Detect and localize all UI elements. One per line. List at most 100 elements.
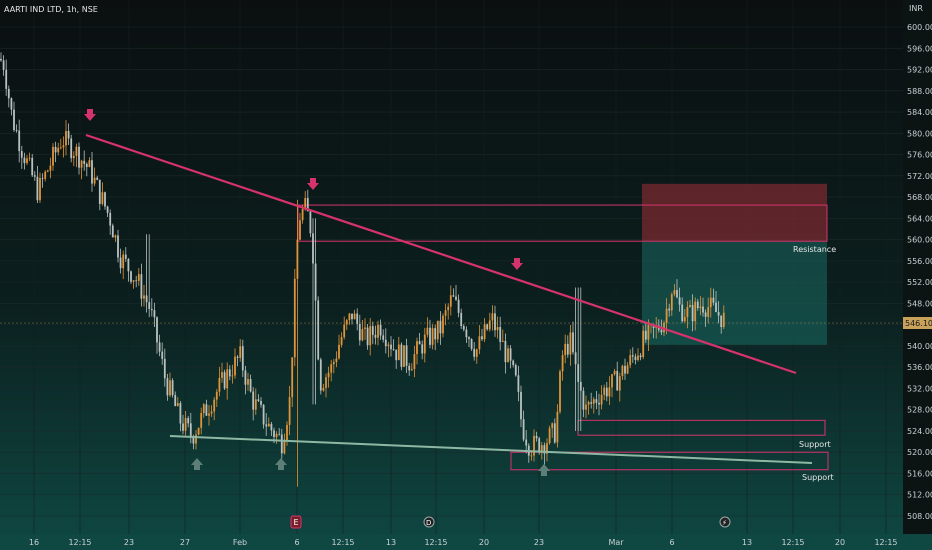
candle-body <box>312 233 314 264</box>
candle-body <box>595 399 598 403</box>
candle-body <box>364 327 366 329</box>
time-axis[interactable] <box>0 534 932 550</box>
candle-body <box>564 343 567 356</box>
price-tag-text: 546.10 <box>905 319 932 328</box>
price-tick-label: 552.00 <box>907 278 932 287</box>
candle-body <box>288 397 291 425</box>
candle-body <box>548 428 551 444</box>
candle-body <box>340 337 343 345</box>
candle-body <box>137 274 140 281</box>
time-tick-label: 12:15 <box>331 538 354 547</box>
price-tick-label: 520.00 <box>907 448 932 457</box>
candle-body <box>72 155 75 159</box>
candle-body <box>496 327 499 331</box>
time-axis-ticks: 16 12:15 23 27 Feb 6 12:15 13 12:15 20 23 Mar 6 13 12:… <box>29 538 898 547</box>
resistance-label: Resistance <box>793 245 836 254</box>
candle-body <box>683 317 686 322</box>
price-axis[interactable] <box>903 0 932 534</box>
candle-body <box>5 69 8 89</box>
candle-body <box>197 427 200 435</box>
candle-body <box>119 257 122 269</box>
candle-body <box>392 349 395 350</box>
candle-body <box>634 356 637 361</box>
candle-body <box>449 295 452 307</box>
candle-body <box>278 433 281 435</box>
candle-body <box>145 295 148 303</box>
candle-body <box>39 178 41 201</box>
time-tick-label: 6 <box>669 538 674 547</box>
candle-body <box>36 176 39 201</box>
candle-body <box>91 160 93 184</box>
time-tick-label: 12:15 <box>68 538 91 547</box>
candle-body <box>418 341 421 345</box>
candle-body <box>483 324 486 340</box>
candle-body <box>488 320 491 330</box>
candle-body <box>228 369 231 377</box>
candle-body <box>421 344 424 354</box>
candle-body <box>54 146 57 153</box>
candle-body <box>439 320 442 334</box>
candle-body <box>387 344 390 347</box>
candle-body <box>707 307 710 317</box>
candle-body <box>691 304 694 322</box>
candle-body <box>31 157 34 176</box>
candle-body <box>78 146 80 168</box>
candle-body <box>429 327 431 345</box>
candle-body <box>130 271 132 282</box>
candle-body <box>626 365 629 374</box>
candle-body <box>553 423 556 443</box>
candle-body <box>85 163 88 167</box>
candles-layer <box>0 52 725 487</box>
candle-body <box>416 341 418 355</box>
candle-body <box>231 375 234 377</box>
candle-body <box>226 369 229 389</box>
price-tick-label: 564.00 <box>907 214 932 223</box>
time-tick-label: Feb <box>233 538 247 547</box>
candle-body <box>559 371 561 412</box>
candle-body <box>75 146 78 156</box>
candle-body <box>540 445 543 453</box>
candle-body <box>647 325 650 340</box>
time-tick-label: 12:15 <box>781 538 804 547</box>
candle-body <box>566 343 569 355</box>
candle-body <box>171 380 174 396</box>
candle-body <box>382 335 385 340</box>
candle-body <box>369 326 372 346</box>
price-tick-label: 596.00 <box>907 44 932 53</box>
candle-body <box>722 312 725 328</box>
dividend-marker[interactable]: D <box>423 516 435 528</box>
split-marker[interactable]: ⚡ <box>719 516 731 528</box>
price-tick-label: 588.00 <box>907 87 932 96</box>
earnings-marker[interactable]: E <box>290 515 302 529</box>
candle-body <box>431 328 434 345</box>
support-label-2: Support <box>802 473 834 482</box>
candle-body <box>530 455 533 457</box>
candle-body <box>338 344 340 359</box>
candle-body <box>309 211 312 234</box>
candle-body <box>499 327 502 342</box>
candle-body <box>174 395 177 407</box>
price-tick-label: 592.00 <box>907 66 932 75</box>
arrow-down-icon <box>307 178 319 190</box>
candle-body <box>80 160 83 168</box>
candle-body <box>681 304 684 322</box>
price-tick-label: 600.00 <box>907 23 932 32</box>
candle-body <box>249 379 252 392</box>
candle-body <box>291 357 294 398</box>
candle-body <box>436 320 439 340</box>
price-tick-label: 584.00 <box>907 108 932 117</box>
candle-body <box>15 130 18 131</box>
candle-body <box>132 280 135 282</box>
candle-body <box>223 372 226 389</box>
candle-body <box>509 348 512 361</box>
candle-body <box>361 328 364 341</box>
price-tick-label: 528.00 <box>907 406 932 415</box>
candle-body <box>273 430 275 438</box>
candle-body <box>109 212 112 226</box>
candle-body <box>293 278 296 358</box>
candle-body <box>403 345 405 367</box>
candle-body <box>275 433 278 438</box>
candle-body <box>356 313 359 324</box>
candle-body <box>410 369 413 371</box>
